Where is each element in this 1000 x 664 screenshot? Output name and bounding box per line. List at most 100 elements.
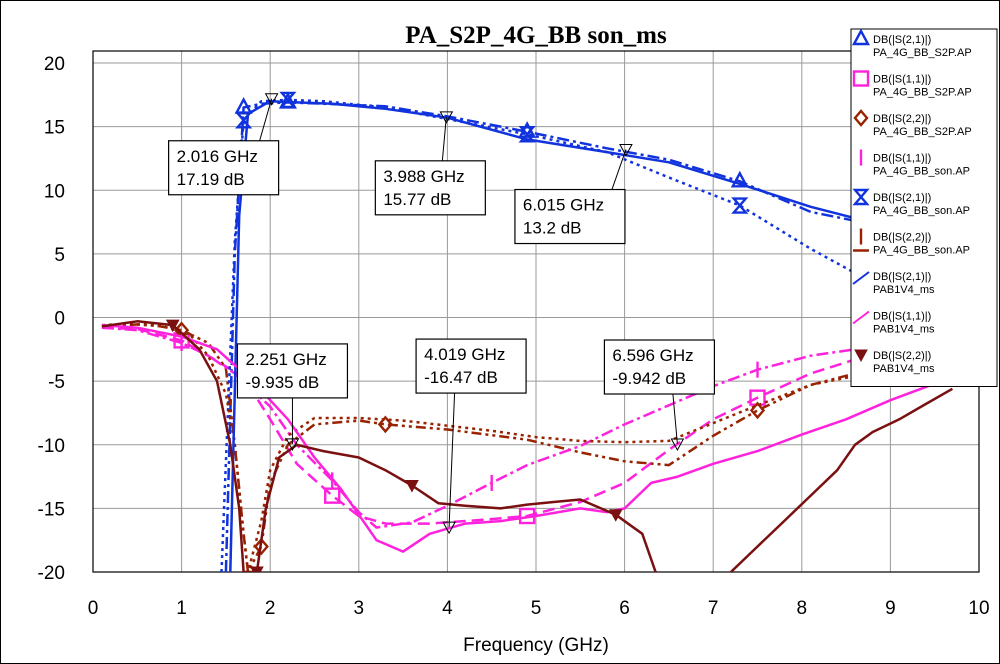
marker-annotation: 4.019 GHz -16.47 dB (415, 338, 527, 535)
legend-entry: DB(|S(1,1)|)PAB1V4_ms (852, 311, 935, 336)
marker-leader (672, 393, 678, 445)
series-marker (253, 537, 269, 556)
legend-label-source: PAB1V4_ms (873, 363, 935, 375)
marker-triangle (285, 438, 300, 451)
marker-freq: 6.015 GHz (523, 196, 604, 215)
series-marker (250, 566, 264, 572)
marker-value: -16.47 dB (424, 368, 498, 387)
y-tick-label: 0 (54, 309, 65, 330)
x-tick-label: 7 (708, 598, 719, 619)
series-marker (852, 188, 870, 206)
legend-label: DB(|S(1,1)|) (873, 311, 931, 323)
marker-box (603, 339, 716, 395)
marker-value: 13.2 dB (523, 219, 582, 238)
marker-annotation: 6.015 GHz 13.2 dB (514, 144, 633, 245)
x-tick-label: 10 (968, 598, 989, 619)
series-marker (405, 479, 419, 493)
marker-freq: 2.016 GHz (177, 147, 258, 166)
marker-leader (441, 116, 447, 161)
legend-symbol (852, 271, 870, 285)
marker-box (415, 338, 527, 394)
x-tick-label: 5 (531, 598, 542, 619)
legend-entry: DB(|S(2,2)|)PA_4G_BB_son.AP (853, 228, 970, 257)
legend-label-source: PA_4G_BB_son.AP (873, 166, 970, 178)
legend-label: DB(|S(2,1)|) (873, 192, 931, 204)
x-tick-label: 9 (885, 598, 896, 619)
series-marker (235, 112, 253, 129)
grid (92, 50, 980, 573)
legend-label: DB(|S(1,1)|) (873, 153, 931, 165)
legend-label: DB(|S(2,1)|) (873, 271, 931, 283)
legend-entry: DB(|S(2,1)|)PA_4G_BB_son.AP (852, 188, 970, 217)
marker-annotation: 2.016 GHz 17.19 dB (168, 93, 280, 196)
series-marker (608, 509, 623, 522)
x-tick-label: 0 (88, 598, 99, 619)
y-tick-labels: 20 15 10 5 0 -5 -10 -15 -20 (38, 54, 65, 584)
series-marker (853, 109, 869, 127)
legend-label: DB(|S(2,2)|) (873, 350, 931, 362)
x-tick-label: 2 (265, 598, 276, 619)
legend-entry: DB(|S(2,2)|)PAB1V4_ms (854, 349, 935, 375)
series-line-8 (101, 320, 657, 572)
series-line-2 (101, 322, 856, 572)
marker-freq: 2.251 GHz (245, 350, 326, 369)
legend-label-source: PAB1V4_ms (873, 324, 935, 336)
marker-triangle (670, 438, 685, 452)
x-tick-labels: 0 1 2 3 4 5 6 7 8 9 10 (88, 598, 990, 619)
legend-entry: DB(|S(2,1)|)PA_4G_BB_S2P.AP (851, 28, 972, 59)
marker-box (514, 188, 626, 245)
marker-value: 15.77 dB (383, 190, 451, 209)
x-tick-label: 1 (176, 598, 187, 619)
marker-box (168, 140, 280, 196)
y-tick-label: -20 (38, 563, 65, 584)
marker-annotation: 6.596 GHz -9.942 dB (603, 339, 716, 452)
series-marker (852, 70, 870, 87)
series-line-0 (224, 101, 856, 572)
y-tick-label: -10 (38, 436, 65, 457)
legend-label-source: PAB1V4_ms (873, 284, 935, 296)
legend-entry: DB(|S(2,2)|)PA_4G_BB_S2P.AP (853, 109, 972, 138)
series-line-5 (101, 322, 856, 572)
y-tick-label: -5 (48, 372, 65, 393)
legend: DB(|S(2,1)|)PA_4G_BB_S2P.APDB(|S(1,1)|)P… (850, 28, 998, 387)
marker-freq: 6.596 GHz (612, 346, 693, 365)
legend-label-source: PA_4G_BB_son.AP (873, 245, 970, 257)
series-marker (851, 28, 871, 46)
series-line-6 (229, 99, 891, 572)
marker-leader (259, 98, 273, 141)
legend-label: DB(|S(2,1)|) (873, 34, 931, 46)
x-tick-label: 3 (354, 598, 365, 619)
series-marker (324, 487, 341, 504)
marker-leader (448, 393, 456, 528)
marker-annotation: 2.251 GHz -9.935 dB (236, 343, 349, 451)
marker-triangle (264, 93, 279, 106)
marker-box (236, 343, 349, 399)
x-tick-label: 8 (797, 598, 808, 619)
series-marker (730, 170, 749, 188)
y-tick-label: 10 (44, 181, 65, 202)
series-marker (377, 415, 393, 434)
marker-annotation: 3.988 GHz 15.77 dB (374, 111, 486, 216)
legend-label-source: PA_4G_BB_S2P.AP (873, 47, 972, 59)
y-tick-label: 5 (54, 245, 65, 266)
y-tick-label: 20 (44, 54, 65, 75)
chart-title: PA_S2P_4G_BB son_ms (405, 22, 667, 49)
y-tick-label: 15 (44, 118, 65, 139)
marker-triangle (442, 521, 456, 535)
y-tick-label: -15 (38, 499, 65, 520)
legend-label: DB(|S(1,1)|) (873, 74, 931, 86)
legend-label-source: PA_4G_BB_S2P.AP (873, 87, 972, 99)
marker-box (374, 160, 486, 216)
series-line-3 (101, 326, 856, 529)
legend-entry: DB(|S(2,1)|)PAB1V4_ms (852, 271, 935, 296)
marker-layer: 2.016 GHz 17.19 dB 3.988 GHz 15.77 dB 6.015 … (168, 93, 716, 535)
legend-box (850, 28, 998, 387)
series-marker (731, 197, 749, 214)
legend-label: DB(|S(2,2)|) (873, 232, 931, 244)
legend-label-source: PA_4G_BB_S2P.AP (873, 126, 972, 138)
x-tick-label: 6 (619, 598, 630, 619)
marker-triangle (439, 111, 454, 124)
series-line-9 (730, 387, 954, 572)
